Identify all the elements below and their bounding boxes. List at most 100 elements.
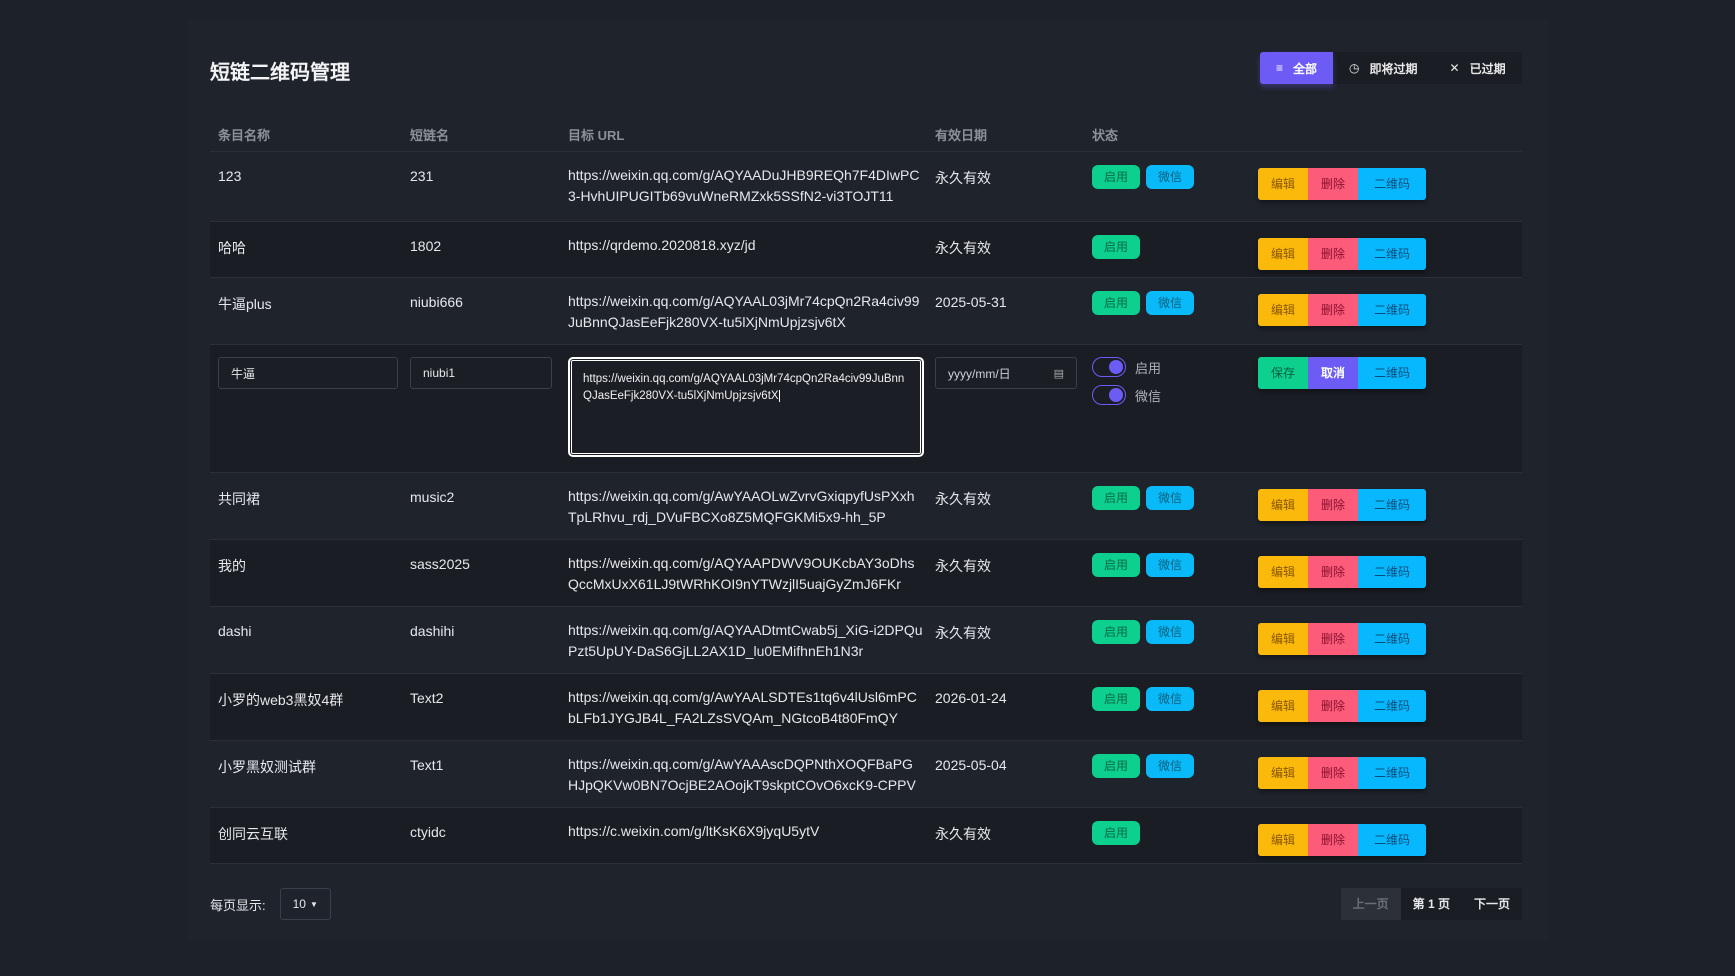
url-textarea[interactable]: https://weixin.qq.com/g/AQYAAL03jMr74cpQ… bbox=[568, 357, 924, 457]
qrcode-button[interactable]: 二维码 bbox=[1358, 623, 1427, 655]
col-name: 条目名称 bbox=[218, 128, 271, 143]
save-button[interactable]: 保存 bbox=[1258, 357, 1309, 389]
prev-page-button[interactable]: 上一页 bbox=[1340, 888, 1401, 920]
edit-button[interactable]: 编辑 bbox=[1258, 294, 1309, 326]
row-url: https://weixin.qq.com/g/AQYAADtmtCwab5j_… bbox=[568, 622, 923, 659]
table-row: 小罗黑奴测试群 Text1 https://weixin.qq.com/g/Aw… bbox=[210, 741, 1522, 808]
wechat-tag: 微信 bbox=[1146, 754, 1195, 778]
delete-button[interactable]: 删除 bbox=[1308, 824, 1359, 856]
row-name: 123 bbox=[218, 168, 242, 184]
edit-button[interactable]: 编辑 bbox=[1258, 168, 1309, 200]
edit-button[interactable]: 编辑 bbox=[1258, 824, 1309, 856]
current-page: 第 1 页 bbox=[1412, 897, 1450, 911]
qrcode-button[interactable]: 二维码 bbox=[1358, 556, 1427, 588]
delete-button[interactable]: 删除 bbox=[1308, 556, 1359, 588]
row-short-name: sass2025 bbox=[410, 556, 470, 572]
row-name: dashi bbox=[218, 623, 252, 639]
edit-button[interactable]: 编辑 bbox=[1258, 556, 1309, 588]
delete-button[interactable]: 删除 bbox=[1308, 623, 1359, 655]
enabled-tag: 启用 bbox=[1092, 620, 1141, 644]
wechat-tag: 微信 bbox=[1146, 291, 1195, 315]
qrcode-button[interactable]: 二维码 bbox=[1358, 294, 1427, 326]
pagination: 上一页 第 1 页 下一页 bbox=[1340, 888, 1522, 920]
enabled-tag: 启用 bbox=[1092, 687, 1141, 711]
per-page-select[interactable]: 10 ▼ bbox=[279, 888, 331, 920]
row-short-name: ctyidc bbox=[410, 824, 446, 840]
toggle-enabled[interactable]: 启用 bbox=[1092, 357, 1258, 377]
qrcode-button[interactable]: 二维码 bbox=[1358, 824, 1427, 856]
cancel-button[interactable]: 取消 bbox=[1308, 357, 1359, 389]
row-date: 永久有效 bbox=[935, 240, 991, 256]
row-date: 永久有效 bbox=[935, 491, 991, 507]
calendar-icon[interactable]: ▤ bbox=[1053, 367, 1064, 380]
next-page-button[interactable]: 下一页 bbox=[1473, 897, 1510, 911]
enabled-tag: 启用 bbox=[1092, 486, 1141, 510]
wechat-switch[interactable] bbox=[1092, 385, 1126, 405]
edit-button[interactable]: 编辑 bbox=[1258, 623, 1309, 655]
row-date: 永久有效 bbox=[935, 170, 991, 186]
wechat-tag: 微信 bbox=[1146, 486, 1195, 510]
clock-icon: ◷ bbox=[1349, 61, 1360, 75]
table-row: 创同云互联 ctyidc https://c.weixin.com/g/ltKs… bbox=[210, 808, 1522, 864]
row-url: https://weixin.qq.com/g/AwYAALSDTEs1tq6v… bbox=[568, 689, 917, 726]
qrcode-button[interactable]: 二维码 bbox=[1358, 690, 1427, 722]
table-row-editing: 牛逼 niubi1 https://weixin.qq.com/g/AQYAAL… bbox=[210, 345, 1522, 473]
short-name-input[interactable]: niubi1 bbox=[410, 357, 552, 389]
delete-button[interactable]: 删除 bbox=[1308, 294, 1359, 326]
col-short: 短链名 bbox=[410, 128, 450, 143]
col-date: 有效日期 bbox=[935, 128, 988, 143]
caret-down-icon: ▼ bbox=[309, 899, 318, 909]
col-status: 状态 bbox=[1092, 128, 1119, 143]
filter-all-button[interactable]: ≡ 全部 bbox=[1260, 52, 1334, 84]
row-short-name: Text1 bbox=[410, 757, 444, 773]
row-url: https://weixin.qq.com/g/AwYAAAscDQPNthXO… bbox=[568, 756, 916, 793]
delete-button[interactable]: 删除 bbox=[1308, 690, 1359, 722]
name-input[interactable]: 牛逼 bbox=[218, 357, 398, 389]
qrcode-button[interactable]: 二维码 bbox=[1358, 357, 1427, 389]
delete-button[interactable]: 删除 bbox=[1308, 489, 1359, 521]
table-row: 共同裙 music2 https://weixin.qq.com/g/AwYAA… bbox=[210, 473, 1522, 540]
table-row: 哈哈 1802 https://qrdemo.2020818.xyz/jd 永久… bbox=[210, 222, 1522, 278]
qrcode-button[interactable]: 二维码 bbox=[1358, 168, 1427, 200]
qrcode-button[interactable]: 二维码 bbox=[1358, 238, 1427, 270]
filter-group: ≡ 全部 ◷ 即将过期 ✕ 已过期 bbox=[1260, 52, 1522, 84]
row-short-name: 231 bbox=[410, 168, 434, 184]
date-input[interactable]: yyyy/mm/日 ▤ bbox=[935, 357, 1077, 389]
table-row: 牛逼plus niubi666 https://weixin.qq.com/g/… bbox=[210, 278, 1522, 345]
delete-button[interactable]: 删除 bbox=[1308, 757, 1359, 789]
qrcode-button[interactable]: 二维码 bbox=[1358, 757, 1427, 789]
wechat-tag: 微信 bbox=[1146, 620, 1195, 644]
qrcode-button[interactable]: 二维码 bbox=[1358, 489, 1427, 521]
toggle-wechat[interactable]: 微信 bbox=[1092, 385, 1258, 405]
row-url: https://c.weixin.com/g/ltKsK6X9jyqU5ytV bbox=[568, 823, 820, 839]
filter-expired-button[interactable]: ✕ 已过期 bbox=[1449, 61, 1506, 76]
edit-button[interactable]: 编辑 bbox=[1258, 489, 1309, 521]
row-url: https://weixin.qq.com/g/AwYAAOLwZvrvGxiq… bbox=[568, 488, 915, 525]
row-url: https://qrdemo.2020818.xyz/jd bbox=[568, 237, 756, 253]
edit-button[interactable]: 编辑 bbox=[1258, 690, 1309, 722]
row-name: 我的 bbox=[218, 558, 246, 574]
enabled-tag: 启用 bbox=[1092, 165, 1141, 189]
filter-expiring-button[interactable]: ◷ 即将过期 bbox=[1349, 61, 1418, 76]
enabled-switch[interactable] bbox=[1092, 357, 1126, 377]
delete-button[interactable]: 删除 bbox=[1308, 168, 1359, 200]
edit-button[interactable]: 编辑 bbox=[1258, 238, 1309, 270]
row-name: 小罗黑奴测试群 bbox=[218, 759, 316, 775]
row-name: 小罗的web3黑奴4群 bbox=[218, 692, 344, 708]
col-url: 目标 URL bbox=[568, 128, 625, 143]
row-url: https://weixin.qq.com/g/AQYAAL03jMr74cpQ… bbox=[568, 293, 920, 330]
table-row: dashi dashihi https://weixin.qq.com/g/AQ… bbox=[210, 607, 1522, 674]
row-name: 牛逼plus bbox=[218, 296, 272, 312]
wechat-tag: 微信 bbox=[1146, 687, 1195, 711]
edit-button[interactable]: 编辑 bbox=[1258, 757, 1309, 789]
row-short-name: 1802 bbox=[410, 238, 442, 254]
row-date: 2026-01-24 bbox=[935, 690, 1007, 706]
close-icon: ✕ bbox=[1449, 61, 1460, 75]
enabled-tag: 启用 bbox=[1092, 754, 1141, 778]
per-page-label: 每页显示: bbox=[210, 897, 266, 913]
page-title: 短链二维码管理 bbox=[210, 62, 350, 84]
wechat-tag: 微信 bbox=[1146, 165, 1195, 189]
delete-button[interactable]: 删除 bbox=[1308, 238, 1359, 270]
row-date: 永久有效 bbox=[935, 558, 991, 574]
row-name: 哈哈 bbox=[218, 240, 246, 256]
